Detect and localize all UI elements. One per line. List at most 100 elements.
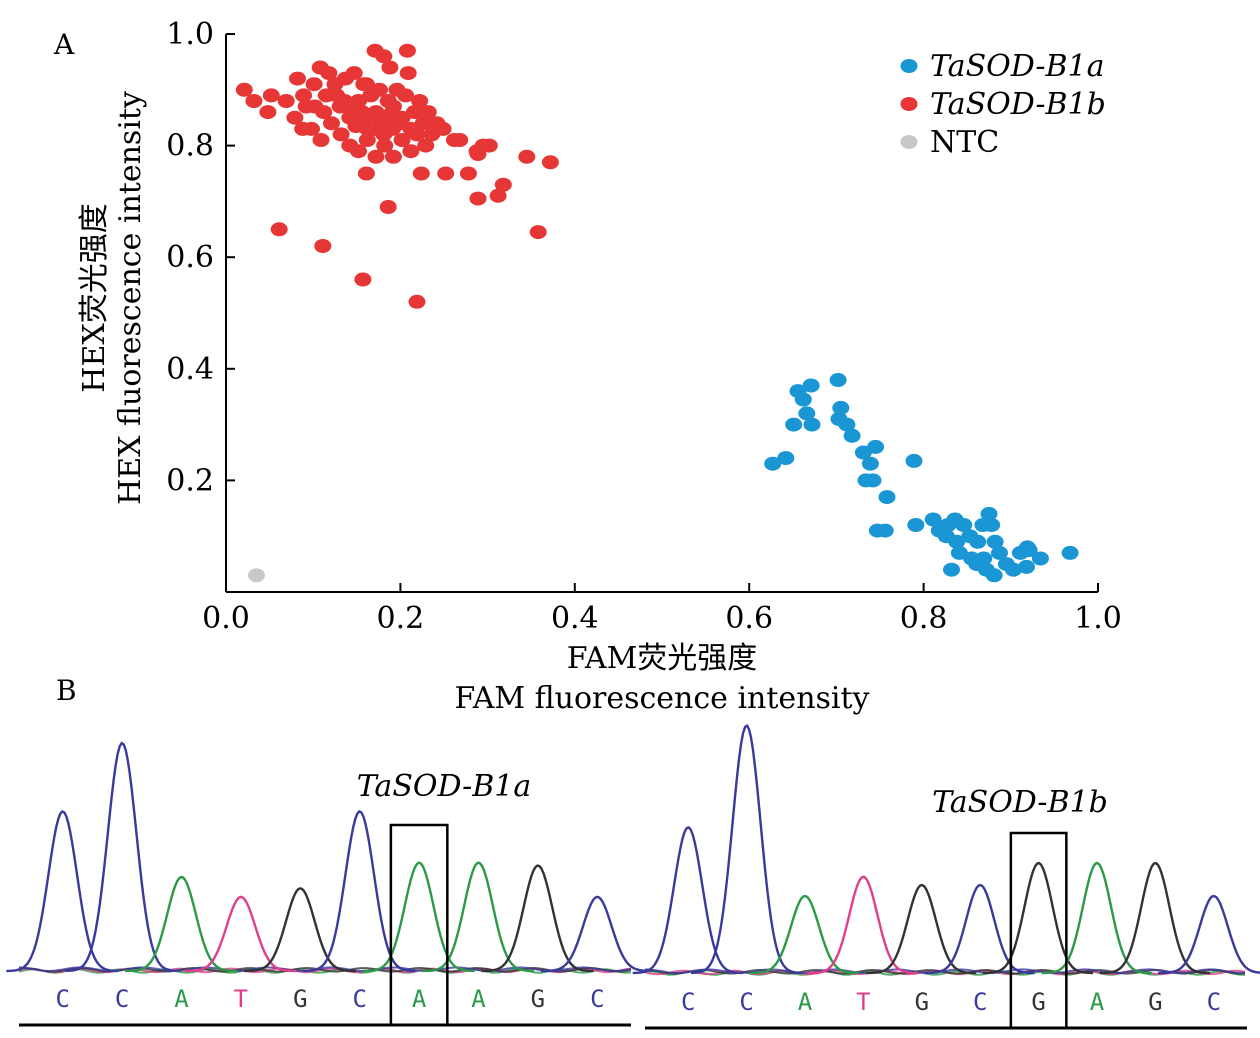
scatter-point <box>864 473 882 488</box>
scatter-point <box>397 88 415 103</box>
legend-marker <box>900 97 918 111</box>
legend-marker <box>900 135 918 149</box>
base-call: G <box>1148 988 1162 1016</box>
y-axis-label-cn: HEX荧光强度 <box>77 203 112 392</box>
scatter-point <box>408 294 426 309</box>
scatter-point <box>867 439 885 454</box>
scatter-point <box>969 534 987 549</box>
base-call: C <box>115 985 129 1013</box>
scatter-point <box>371 82 388 97</box>
scatter-point <box>469 191 487 206</box>
scatter-point <box>861 456 879 471</box>
base-call: T <box>856 988 870 1016</box>
chromatogram-a-label: TaSOD-B1a <box>357 769 531 804</box>
scatter-point <box>289 71 306 86</box>
scatter-point <box>306 99 324 114</box>
base-call: G <box>531 985 545 1013</box>
scatter-point <box>405 105 423 120</box>
scatter-point <box>948 534 966 549</box>
scatter-point <box>375 49 393 64</box>
trace-peak <box>866 883 977 975</box>
scatter-point <box>375 127 393 142</box>
scatter-point <box>1004 562 1022 577</box>
scatter-point <box>975 551 993 566</box>
scatter-point <box>259 105 277 120</box>
scatter-point <box>412 166 430 181</box>
scatter-point <box>317 88 335 103</box>
scatter-point <box>350 144 367 159</box>
snp-highlight-box <box>389 823 449 1027</box>
scatter-point <box>876 523 894 538</box>
scatter-point <box>785 417 803 432</box>
base-call: C <box>590 985 604 1013</box>
scatter-points <box>235 43 1079 583</box>
base-call: G <box>1031 988 1045 1016</box>
x-tick-label: 0.4 <box>551 601 599 636</box>
scatter-point <box>411 94 429 108</box>
scatter-point <box>955 518 973 532</box>
scatter-point <box>379 200 397 214</box>
legend-marker <box>900 59 918 73</box>
scatter-point <box>838 417 856 432</box>
scatter-point <box>358 133 376 147</box>
scatter-point <box>295 88 313 103</box>
legend-label: NTC <box>930 125 999 160</box>
scatter-point <box>803 417 821 432</box>
scatter-point <box>414 116 432 131</box>
base-call: C <box>973 988 987 1016</box>
scatter-point <box>434 121 452 136</box>
scatter-point <box>270 222 288 237</box>
base-call: G <box>915 988 929 1016</box>
scatter-point <box>391 116 408 131</box>
base-call: A <box>1090 988 1105 1016</box>
scatter-point <box>248 568 265 583</box>
scatter-point <box>489 188 507 203</box>
base-call: C <box>1207 988 1221 1016</box>
scatter-point <box>469 147 487 161</box>
trace-peak <box>983 861 1094 975</box>
y-tick-label: 0.6 <box>166 240 214 275</box>
scatter-point <box>357 77 375 92</box>
scatter-point <box>991 545 1008 560</box>
scatter-point <box>262 88 280 103</box>
trace-peak <box>303 810 416 973</box>
trace-peak <box>807 875 918 975</box>
scatter-point <box>357 166 375 181</box>
scatter-point <box>832 400 850 415</box>
scatter-point <box>235 82 253 97</box>
scatter-point <box>393 133 411 147</box>
y-tick-label: 0.4 <box>166 352 214 387</box>
scatter-point <box>451 133 469 147</box>
scatter-point <box>924 512 942 527</box>
trace-peak <box>65 741 178 973</box>
trace-peak <box>1099 861 1210 975</box>
panel-label-b: B <box>56 674 77 707</box>
x-tick-label: 1.0 <box>1074 601 1122 636</box>
scatter-axes: 0.0 0.2 0.4 0.6 0.8 1.0 0.2 0.4 0.6 0.8 1.0 <box>166 17 1122 636</box>
scatter-point <box>381 60 399 75</box>
scatter-point <box>402 144 420 159</box>
y-tick-label: 1.0 <box>166 17 214 52</box>
trace-peak <box>749 894 860 975</box>
scatter-point <box>345 66 363 81</box>
scatter-point <box>347 119 365 134</box>
scatter-point <box>305 77 323 92</box>
scatter-point <box>376 138 394 153</box>
trace-peak <box>125 875 238 973</box>
base-call: A <box>412 985 427 1013</box>
scatter-point <box>326 77 344 92</box>
scatter-point <box>480 138 498 153</box>
scatter-point <box>367 149 385 164</box>
panel-label-a: A <box>53 28 75 61</box>
trace-baseline <box>644 968 1245 975</box>
scatter-point <box>332 127 350 142</box>
trace-peak <box>184 895 297 973</box>
trace-peak <box>540 895 653 973</box>
trace-baseline <box>18 966 632 973</box>
scatter-point <box>764 456 782 471</box>
scatter-point <box>384 149 402 164</box>
scatter-point <box>379 94 397 108</box>
scatter-point <box>314 239 332 253</box>
